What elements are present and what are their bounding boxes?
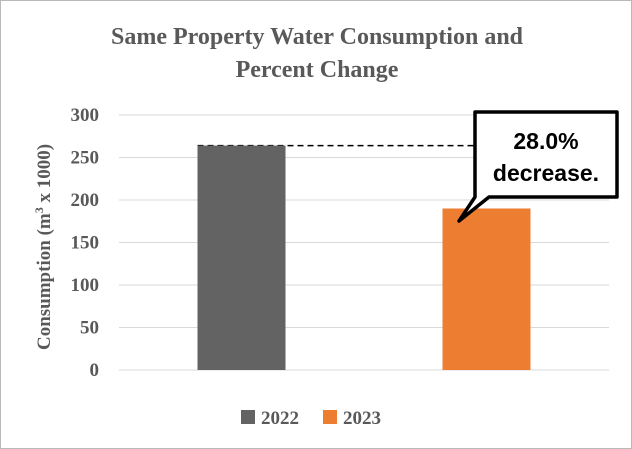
y-axis-ticks: 0 50 100 150 200 250 300: [71, 105, 100, 381]
y-tick-label: 250: [71, 148, 100, 169]
bars: [197, 145, 531, 370]
callout-decrease-text: decrease.: [493, 160, 599, 186]
chart-title-line-1: Same Property Water Consumption and: [111, 24, 524, 50]
chart-title-line-2: Percent Change: [236, 57, 399, 83]
y-axis-label: Consumption (m3 x 1000): [32, 144, 55, 350]
legend: 2022 2023: [241, 408, 381, 429]
y-axis-label-superscript: 3: [32, 207, 46, 213]
y-tick-label: 200: [71, 190, 100, 211]
legend-label-2022: 2022: [261, 408, 299, 429]
legend-swatch-2022: [241, 410, 255, 424]
y-tick-label: 0: [90, 360, 100, 381]
callout-percent-text: 28.0%: [513, 128, 578, 154]
legend-swatch-2023: [323, 410, 337, 424]
y-tick-label: 150: [71, 233, 100, 254]
bar-2023: [442, 208, 531, 370]
y-tick-label: 100: [71, 275, 100, 296]
y-axis-label-main: Consumption (m: [34, 213, 55, 350]
bar-2022: [197, 145, 286, 370]
y-axis-label-tail: x 1000): [34, 144, 55, 207]
decrease-callout: 28.0% decrease.: [457, 110, 619, 223]
legend-label-2023: 2023: [343, 408, 381, 429]
y-tick-label: 300: [71, 105, 100, 126]
y-tick-label: 50: [80, 318, 99, 339]
callout-bubble: [457, 110, 619, 223]
